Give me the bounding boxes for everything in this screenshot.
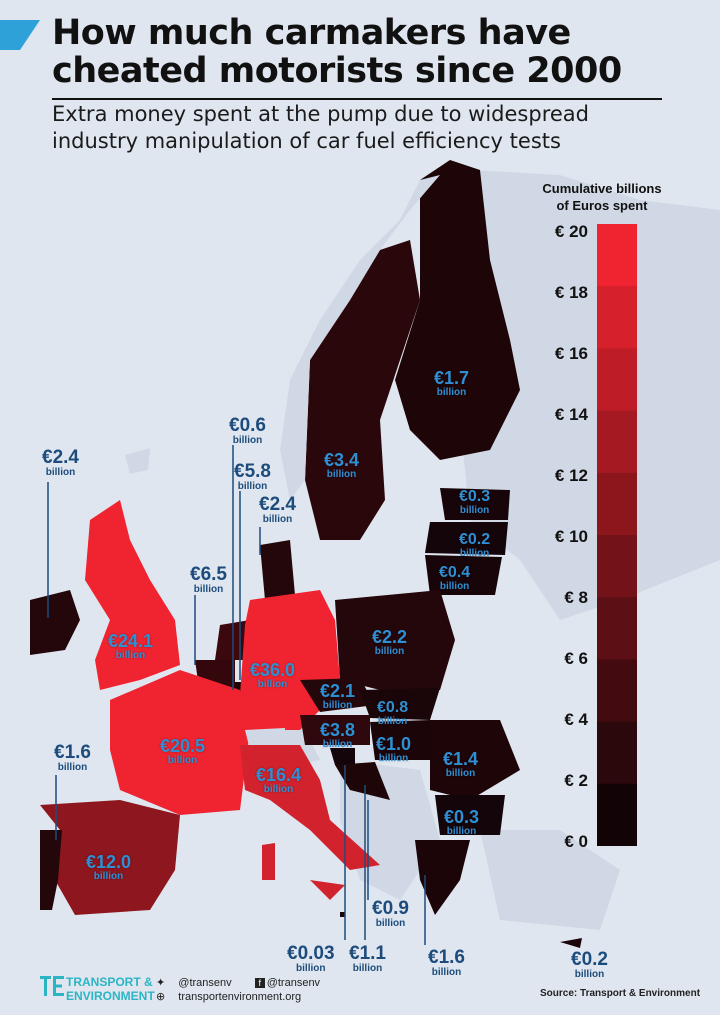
legend-tick-label: € 20 <box>554 222 588 241</box>
country-latvia <box>425 522 508 555</box>
country-estonia <box>440 488 510 520</box>
label-cyprus: €0.2 billion <box>571 949 608 980</box>
country-slovakia <box>360 688 440 720</box>
label-romania: €1.4 billion <box>443 749 479 779</box>
country-sardinia <box>262 843 275 880</box>
country-norway <box>280 175 440 500</box>
country-bulgaria <box>435 795 505 835</box>
legend-step <box>597 783 637 846</box>
legend-step <box>597 286 637 349</box>
label-france: €20.5 billion <box>160 736 206 766</box>
legend-tick-label: € 14 <box>554 405 588 424</box>
page-title: How much carmakers have cheated motorist… <box>52 13 622 91</box>
te-logo-icon <box>40 976 64 996</box>
country-iceland-none <box>125 448 150 474</box>
label-estonia: €0.3 billion <box>459 488 491 516</box>
label-malta: €0.9 billion <box>372 898 409 929</box>
legend-tick-label: € 10 <box>554 527 588 546</box>
social-links: ✦ @transenv f @transenv ⊕ transportenviro… <box>156 976 340 1004</box>
label-latvia: €0.2 billion <box>459 531 491 559</box>
legend-step <box>597 224 637 287</box>
label-netherlands: €6.5 billion <box>190 564 227 595</box>
country-france <box>110 670 250 815</box>
label-spain: €12.0 billion <box>86 852 132 882</box>
legend-step <box>597 348 637 412</box>
country-cyprus <box>560 938 582 948</box>
country-austria <box>300 715 370 745</box>
legend-step <box>597 535 637 598</box>
country-finland <box>395 160 520 460</box>
legend-step <box>597 597 637 660</box>
label-greece: €1.6 billion <box>428 947 465 978</box>
legend-tick-label: € 16 <box>554 344 588 363</box>
country-switzerland <box>245 728 285 750</box>
legend-tick-label: € 18 <box>554 283 588 302</box>
label-poland: €2.2 billion <box>372 627 408 657</box>
legend-title: Cumulative billions of Euros spent <box>542 181 662 213</box>
country-hungary <box>370 720 430 760</box>
country-sweden <box>305 240 420 540</box>
country-czech <box>300 678 375 712</box>
page-subtitle: Extra money spent at the pump due to wid… <box>52 102 589 153</box>
country-ireland <box>30 590 80 655</box>
country-croatia <box>335 762 390 800</box>
corner-triangle-icon <box>0 20 40 50</box>
legend-step <box>597 472 637 536</box>
facebook-link[interactable]: f @transenv <box>254 976 330 990</box>
facebook-icon: f <box>254 978 265 988</box>
legend-step <box>597 659 637 723</box>
legend-tick-label: € 6 <box>564 649 588 668</box>
label-sweden: €3.4 billion <box>324 450 360 480</box>
label-hungary: €1.0 billion <box>376 734 412 764</box>
country-lithuania <box>425 555 502 595</box>
globe-icon: ⊕ <box>156 991 166 1003</box>
country-poland <box>335 590 455 690</box>
label-slovenia: €0.03 billion <box>287 943 335 974</box>
country-sicily <box>310 880 345 900</box>
label-portugal: €1.6 billion <box>54 742 91 773</box>
country-slovenia <box>330 748 355 765</box>
twitter-link[interactable]: ✦ @transenv <box>156 977 232 989</box>
country-spain <box>40 800 180 915</box>
label-bulgaria: €0.3 billion <box>444 807 480 837</box>
country-romania <box>430 720 520 800</box>
label-luxembourg: €0.6 billion <box>229 415 266 446</box>
label-uk: €24.1 billion <box>108 631 154 661</box>
website-link[interactable]: ⊕ transportenvironment.org <box>156 991 302 1003</box>
country-greece <box>415 840 470 915</box>
label-italy: €16.4 billion <box>256 765 302 795</box>
country-denmark <box>260 540 295 600</box>
label-ireland: €2.4 billion <box>42 447 79 478</box>
source-note: Source: Transport & Environment <box>540 988 701 999</box>
country-uk <box>85 500 180 690</box>
legend-step <box>597 721 637 785</box>
legend-tick-label: € 4 <box>564 710 588 729</box>
twitter-icon: ✦ <box>156 977 166 989</box>
label-slovakia: €0.8 billion <box>377 699 409 727</box>
country-malta <box>340 912 345 917</box>
label-austria: €3.8 billion <box>320 720 356 750</box>
label-germany: €36.0 billion <box>250 660 296 690</box>
label-denmark: €2.4 billion <box>259 494 296 525</box>
legend-tick-label: € 2 <box>564 771 588 790</box>
legend-tick-label: € 12 <box>554 466 588 485</box>
legend-tick-label: € 8 <box>564 588 588 607</box>
legend-color-scale <box>597 224 637 846</box>
label-belgium: €5.8 billion <box>234 461 271 492</box>
title-divider <box>52 98 662 100</box>
legend-tick-label: € 0 <box>564 832 588 851</box>
org-name: TRANSPORT & ENVIRONMENT <box>66 975 155 1003</box>
legend-step <box>597 410 637 474</box>
country-portugal <box>40 830 62 910</box>
label-finland: €1.7 billion <box>434 368 470 398</box>
label-lithuania: €0.4 billion <box>439 564 471 592</box>
label-croatia: €1.1 billion <box>349 943 386 974</box>
label-czech: €2.1 billion <box>320 681 356 711</box>
